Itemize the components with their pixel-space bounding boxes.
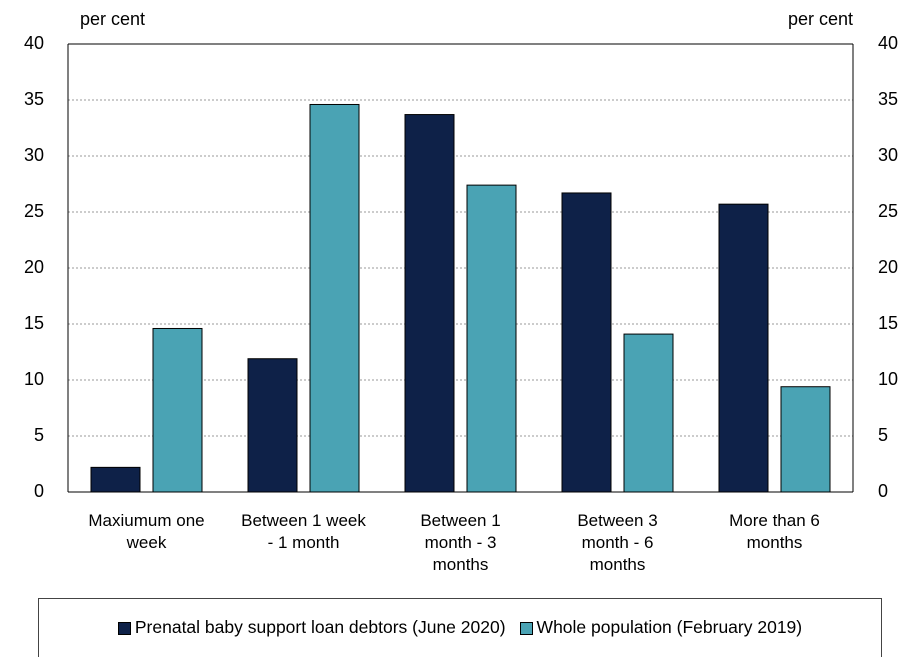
y-tick-label: 20	[24, 257, 44, 277]
y2-tick-label: 15	[878, 313, 898, 333]
legend-swatch	[117, 622, 131, 635]
legend-item: Whole population (February 2019)	[519, 617, 803, 657]
x-tick-label: Between 1 month - 3 months	[420, 511, 501, 574]
y-tick-label: 40	[24, 33, 44, 53]
legend-swatch	[519, 622, 533, 635]
legend: Prenatal baby support loan debtors (June…	[38, 598, 882, 657]
y-tick-label: 15	[24, 313, 44, 333]
y2-axis-label: per cent	[788, 9, 853, 29]
x-tick-label: More than 6 months	[729, 511, 820, 552]
bar	[561, 192, 612, 493]
y-tick-label: 30	[24, 145, 44, 165]
y2-tick-label: 0	[878, 481, 888, 501]
bar	[309, 103, 360, 493]
bar	[90, 466, 141, 493]
y2-tick-label: 10	[878, 369, 898, 389]
bar	[152, 327, 203, 493]
y2-tick-label: 30	[878, 145, 898, 165]
legend-item: Prenatal baby support loan debtors (June…	[117, 617, 506, 657]
legend-label: Whole population (February 2019)	[536, 617, 803, 637]
bar	[623, 333, 674, 493]
x-tick-label: Between 3 month - 6 months	[577, 511, 658, 574]
y-tick-label: 35	[24, 89, 44, 109]
y-tick-label: 0	[34, 481, 44, 501]
y2-tick-label: 35	[878, 89, 898, 109]
bar	[247, 358, 298, 493]
y-tick-label: 5	[34, 425, 44, 445]
y2-tick-label: 20	[878, 257, 898, 277]
y2-tick-label: 5	[878, 425, 888, 445]
legend-label: Prenatal baby support loan debtors (June…	[134, 617, 506, 637]
x-tick-label: Between 1 week - 1 month	[241, 511, 366, 552]
y2-tick-label: 25	[878, 201, 898, 221]
y-axis-label: per cent	[80, 9, 145, 29]
bar	[466, 184, 517, 493]
bar	[404, 114, 455, 493]
bar	[718, 203, 769, 493]
y2-tick-label: 40	[878, 33, 898, 53]
bar	[780, 386, 831, 493]
y-tick-label: 10	[24, 369, 44, 389]
y-tick-label: 25	[24, 201, 44, 221]
x-tick-label: Maxiumum one week	[88, 511, 205, 552]
